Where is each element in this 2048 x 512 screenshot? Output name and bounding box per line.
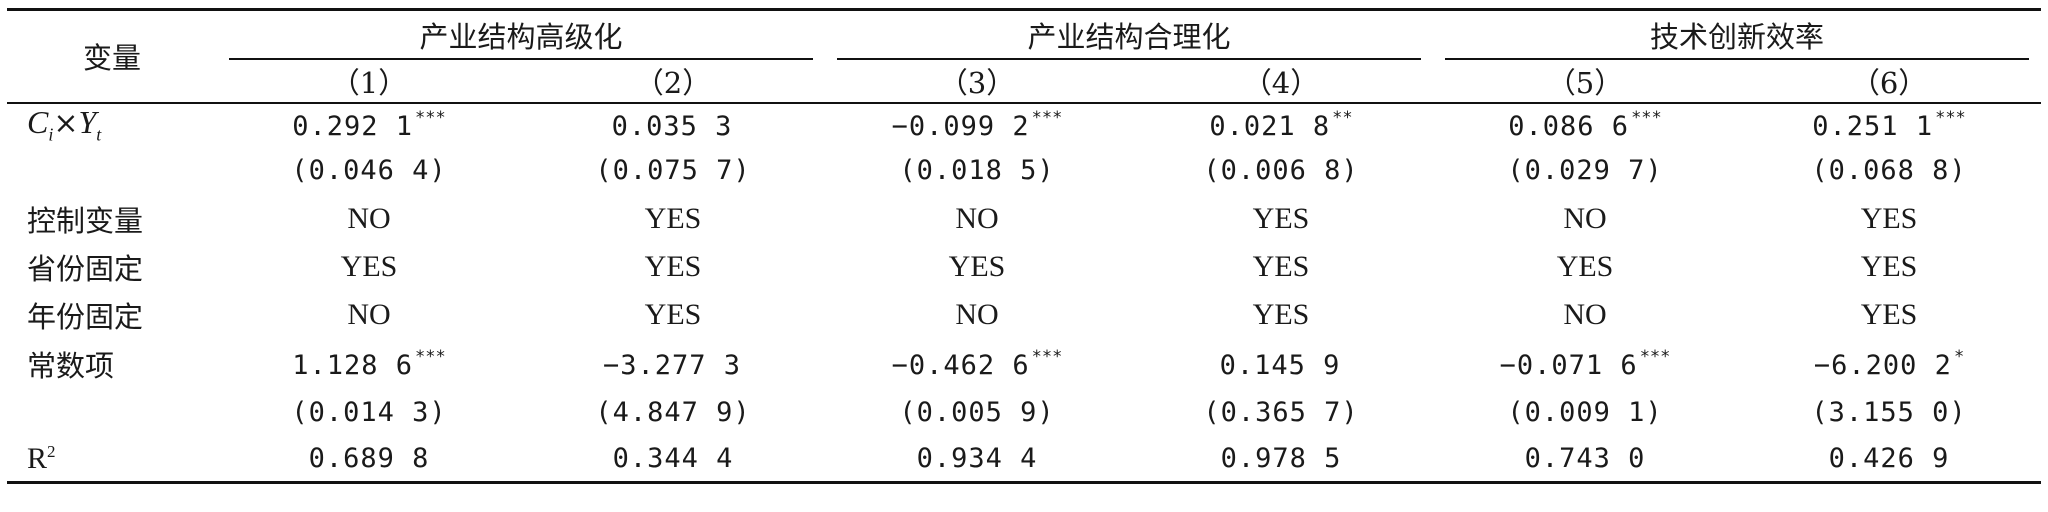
r2-cell: 0.689 8 [217, 436, 521, 484]
controls-cell: YES [1860, 201, 1918, 235]
column-header: （4） [1242, 65, 1320, 100]
year-fe-cell: YES [1860, 297, 1918, 331]
r2-cell: 0.743 0 [1433, 436, 1738, 484]
const-se-cell: (4.847 9) [595, 397, 751, 428]
const-se-cell: (0.014 3) [291, 397, 447, 428]
group-header-rationalization: 产业结构合理化 [825, 8, 1434, 60]
province-fe-cell: YES [948, 249, 1006, 283]
row-label-interaction: Ci×Yt [7, 101, 217, 147]
row-label-controls: 控制变量 [27, 203, 144, 238]
r2-cell: 0.978 5 [1129, 436, 1434, 484]
column-header: （5） [1546, 65, 1624, 100]
province-fe-cell: YES [340, 249, 398, 283]
const-se-cell: (0.365 7) [1203, 397, 1359, 428]
province-fe-cell: YES [1556, 249, 1614, 283]
se-cell: (0.006 8) [1203, 155, 1359, 186]
se-cell: (0.046 4) [291, 155, 447, 186]
group-header-upgrading: 产业结构高级化 [217, 8, 826, 60]
coef-cell: 0.021 8 ** [1129, 101, 1434, 147]
controls-cell: NO [347, 201, 391, 235]
province-fe-cell: YES [644, 249, 702, 283]
coef-cell: 0.251 1 *** [1737, 101, 2042, 147]
controls-cell: NO [1563, 201, 1607, 235]
r2-cell: 0.934 4 [825, 436, 1130, 484]
year-fe-cell: NO [347, 297, 391, 331]
column-header: （3） [938, 65, 1016, 100]
column-header: （1） [330, 65, 408, 100]
const-cell: 0.145 9 [1219, 349, 1341, 381]
coef-cell: 0.035 3 [521, 101, 826, 147]
se-cell: (0.018 5) [899, 155, 1055, 186]
year-fe-cell: YES [644, 297, 702, 331]
const-se-cell: (0.005 9) [899, 397, 1055, 428]
row-label-province-fe: 省份固定 [27, 251, 144, 286]
controls-cell: YES [644, 201, 702, 235]
year-fe-cell: YES [1252, 297, 1310, 331]
column-header: （2） [634, 65, 712, 100]
group-header-innovation: 技术创新效率 [1433, 8, 2042, 60]
r2-cell: 0.426 9 [1737, 436, 2042, 484]
coef-cell: 0.292 1 *** [217, 101, 521, 147]
row-label-year-fe: 年份固定 [27, 299, 144, 334]
row-label-empty [7, 389, 217, 437]
const-cell: −6.200 2 * [1813, 346, 1965, 381]
row-label-r-squared: R2 [7, 436, 217, 484]
const-cell: 1.128 6 *** [292, 346, 446, 381]
const-se-cell: (0.009 1) [1507, 397, 1663, 428]
controls-cell: YES [1252, 201, 1310, 235]
year-fe-cell: NO [955, 297, 999, 331]
regression-table: 变量 产业结构高级化 产业结构合理化 技术创新效率 （1） （2） （3） （4… [7, 8, 2042, 484]
province-fe-cell: YES [1252, 249, 1310, 283]
year-fe-cell: NO [1563, 297, 1607, 331]
row-label-constant: 常数项 [27, 348, 115, 383]
se-cell: (0.029 7) [1507, 155, 1663, 186]
variable-header: 变量 [7, 8, 217, 103]
controls-cell: NO [955, 201, 999, 235]
const-se-cell: (3.155 0) [1811, 397, 1967, 428]
se-cell: (0.068 8) [1811, 155, 1967, 186]
r2-cell: 0.344 4 [521, 436, 826, 484]
coef-cell: −0.099 2 *** [825, 101, 1130, 147]
column-header: （6） [1850, 65, 1928, 100]
row-label-empty [7, 147, 217, 195]
const-cell: −0.071 6 *** [1499, 346, 1671, 381]
const-cell: −0.462 6 *** [891, 346, 1063, 381]
province-fe-cell: YES [1860, 249, 1918, 283]
coef-cell: 0.086 6 *** [1433, 101, 1738, 147]
se-cell: (0.075 7) [595, 155, 751, 186]
const-cell: −3.277 3 [602, 349, 742, 381]
